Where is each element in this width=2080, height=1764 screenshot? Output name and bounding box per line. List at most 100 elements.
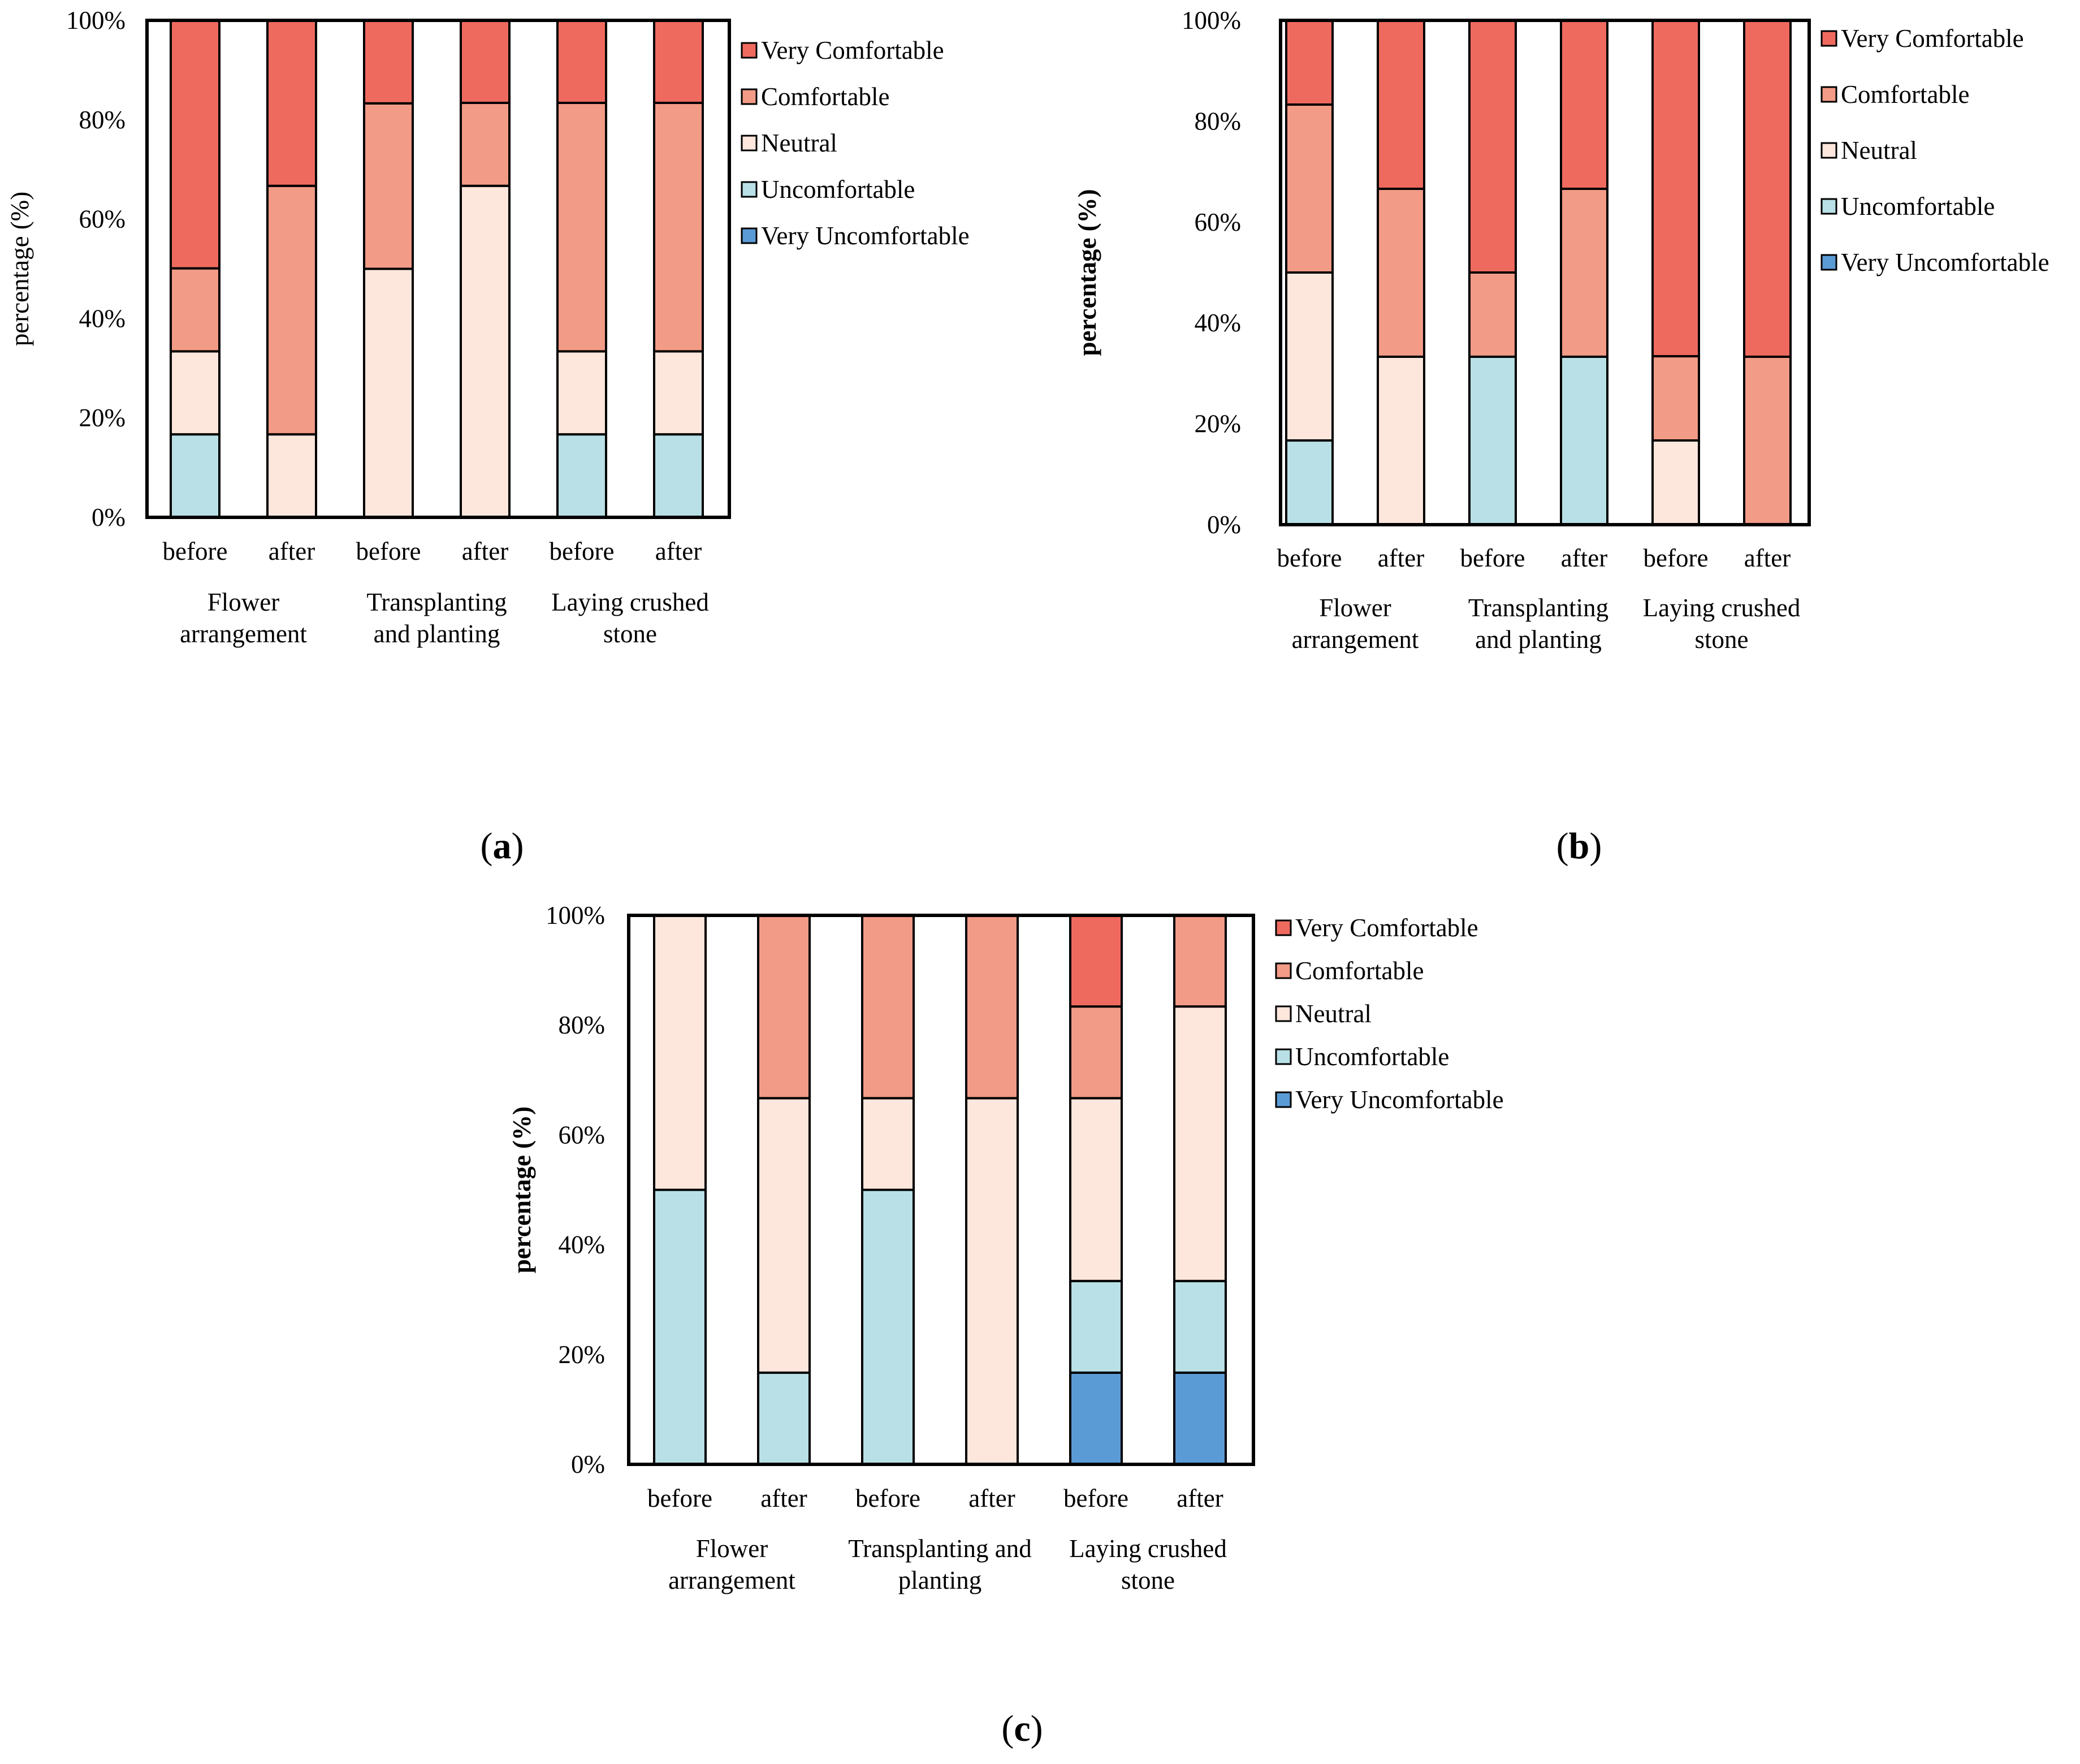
bar-c-3-uncomfortable: [861, 1188, 915, 1465]
bar-b-5-very-comfortable: [1651, 19, 1700, 358]
legend-label-a-neutral: Neutral: [761, 129, 837, 157]
y-tick-label-a-3: 60%: [79, 205, 126, 234]
y-axis-label-c: percentage (%): [508, 1106, 536, 1273]
bar-b-1-very-comfortable: [1285, 19, 1334, 106]
bar-a-5-very-comfortable: [556, 19, 607, 104]
legend-swatch-b-comfortable: [1820, 86, 1837, 103]
bar-b-3-very-comfortable: [1468, 19, 1517, 274]
y-tick-label-c-5: 100%: [546, 901, 605, 929]
bar-c-3-comfortable: [861, 914, 915, 1100]
x-tick-label-c-6: after: [1177, 1484, 1223, 1512]
y-tick-label-a-5: 100%: [66, 6, 126, 34]
bar-c-1-neutral: [653, 914, 707, 1191]
legend-label-b-neutral: Neutral: [1841, 136, 1917, 165]
x-tick-label-a-5: before: [550, 537, 615, 565]
bar-c-6-neutral: [1173, 1005, 1227, 1282]
y-tick-label-c-2: 40%: [559, 1231, 606, 1259]
legend-swatch-c-very-uncomfortable: [1275, 1091, 1292, 1108]
x-tick-label-b-5: before: [1644, 544, 1709, 572]
x-tick-label-a-2: after: [269, 537, 315, 565]
bar-a-5-comfortable: [556, 101, 607, 353]
bar-b-2-very-comfortable: [1377, 19, 1425, 190]
bar-a-3-neutral: [363, 267, 414, 518]
bar-b-6-very-comfortable: [1743, 19, 1792, 358]
panel-label-c: (c): [1001, 1708, 1043, 1749]
y-tick-label-a-1: 20%: [79, 404, 126, 432]
bar-c-5-comfortable: [1069, 1005, 1123, 1100]
group-label-b-2: Transplanting and planting: [1468, 594, 1608, 654]
bar-a-6-comfortable: [653, 101, 704, 353]
y-tick-label-a-2: 40%: [79, 304, 126, 332]
plot-frame-c: [627, 914, 1255, 1466]
bar-b-4-uncomfortable: [1560, 355, 1608, 526]
legend-label-b-very-comfortable: Very Comfortable: [1841, 24, 2024, 53]
y-tick-label-c-4: 80%: [559, 1011, 606, 1039]
bar-a-4-comfortable: [460, 101, 511, 187]
plot-area-b: [1281, 20, 1809, 525]
group-label-c-3: Laying crushed stone: [1069, 1534, 1227, 1594]
bar-c-2-uncomfortable: [757, 1371, 811, 1466]
legend-swatch-b-very-uncomfortable: [1820, 254, 1837, 271]
bar-a-2-neutral: [266, 433, 317, 518]
x-tick-label-c-1: before: [647, 1484, 712, 1512]
legend-label-a-uncomfortable: Uncomfortable: [761, 175, 915, 204]
x-tick-label-a-6: after: [655, 537, 702, 565]
legend-swatch-b-uncomfortable: [1820, 198, 1837, 215]
bar-c-3-neutral: [861, 1097, 915, 1191]
legend-label-c-very-uncomfortable: Very Uncomfortable: [1295, 1086, 1504, 1114]
bar-a-1-comfortable: [170, 267, 220, 353]
y-tick-label-a-0: 0%: [92, 503, 126, 531]
group-label-b-3: Laying crushed stone: [1643, 594, 1801, 654]
y-tick-label-c-3: 60%: [559, 1121, 606, 1149]
bar-c-6-very-uncomfortable: [1173, 1371, 1227, 1466]
bar-a-6-very-comfortable: [653, 19, 704, 104]
bar-b-1-neutral: [1285, 271, 1334, 442]
group-label-a-2: Transplanting and planting: [366, 588, 507, 648]
bar-a-3-comfortable: [363, 102, 414, 270]
x-tick-label-c-4: after: [968, 1484, 1015, 1512]
plot-frame-b: [1279, 19, 1811, 526]
bar-c-6-uncomfortable: [1173, 1279, 1227, 1374]
y-tick-label-b-1: 20%: [1195, 410, 1242, 438]
panel-label-a: (a): [481, 825, 524, 867]
bar-a-1-uncomfortable: [170, 433, 220, 518]
plot-frame-a: [145, 19, 731, 519]
legend-label-c-neutral: Neutral: [1295, 1000, 1372, 1028]
plot-area-a: [147, 20, 729, 517]
x-tick-label-b-1: before: [1277, 544, 1342, 572]
y-tick-label-b-3: 60%: [1195, 208, 1242, 236]
legend-swatch-c-very-comfortable: [1275, 919, 1292, 936]
plot-area-c: [629, 915, 1253, 1464]
x-tick-label-a-1: before: [163, 537, 228, 565]
legend-label-a-comfortable: Comfortable: [761, 83, 889, 111]
panel-label-b: (b): [1556, 825, 1602, 867]
bar-c-1-uncomfortable: [653, 1188, 707, 1465]
x-tick-label-c-3: before: [855, 1484, 920, 1512]
x-tick-label-c-5: before: [1063, 1484, 1128, 1512]
chart-panel-b: before after before after before after 0% 20% 40…: [1073, 6, 2049, 867]
bar-a-2-very-comfortable: [266, 19, 317, 187]
bar-c-5-neutral: [1069, 1097, 1123, 1282]
legend-label-a-very-comfortable: Very Comfortable: [761, 36, 944, 64]
legend-swatch-a-uncomfortable: [741, 181, 758, 198]
x-tick-label-a-4: after: [462, 537, 508, 565]
group-label-c-1: Flower arrangement: [668, 1534, 795, 1594]
x-tick-label-b-4: after: [1561, 544, 1607, 572]
legend-label-b-comfortable: Comfortable: [1841, 80, 1969, 109]
group-label-c-2: Transplanting and planting: [848, 1534, 1032, 1594]
bar-a-6-neutral: [653, 350, 704, 436]
y-tick-label-c-0: 0%: [571, 1450, 605, 1478]
bar-b-5-comfortable: [1651, 355, 1700, 442]
bar-b-3-comfortable: [1468, 271, 1517, 358]
legend-label-c-comfortable: Comfortable: [1295, 957, 1424, 985]
y-tick-label-c-1: 20%: [559, 1341, 606, 1369]
y-tick-label-b-2: 40%: [1195, 309, 1242, 337]
bar-c-5-uncomfortable: [1069, 1279, 1123, 1374]
bar-a-1-very-comfortable: [170, 19, 220, 270]
legend-label-a-very-uncomfortable: Very Uncomfortable: [761, 222, 970, 250]
legend-swatch-c-uncomfortable: [1275, 1048, 1292, 1065]
y-tick-label-a-4: 80%: [79, 106, 126, 134]
legend-swatch-c-neutral: [1275, 1005, 1292, 1022]
legend-swatch-c-comfortable: [1275, 962, 1292, 979]
